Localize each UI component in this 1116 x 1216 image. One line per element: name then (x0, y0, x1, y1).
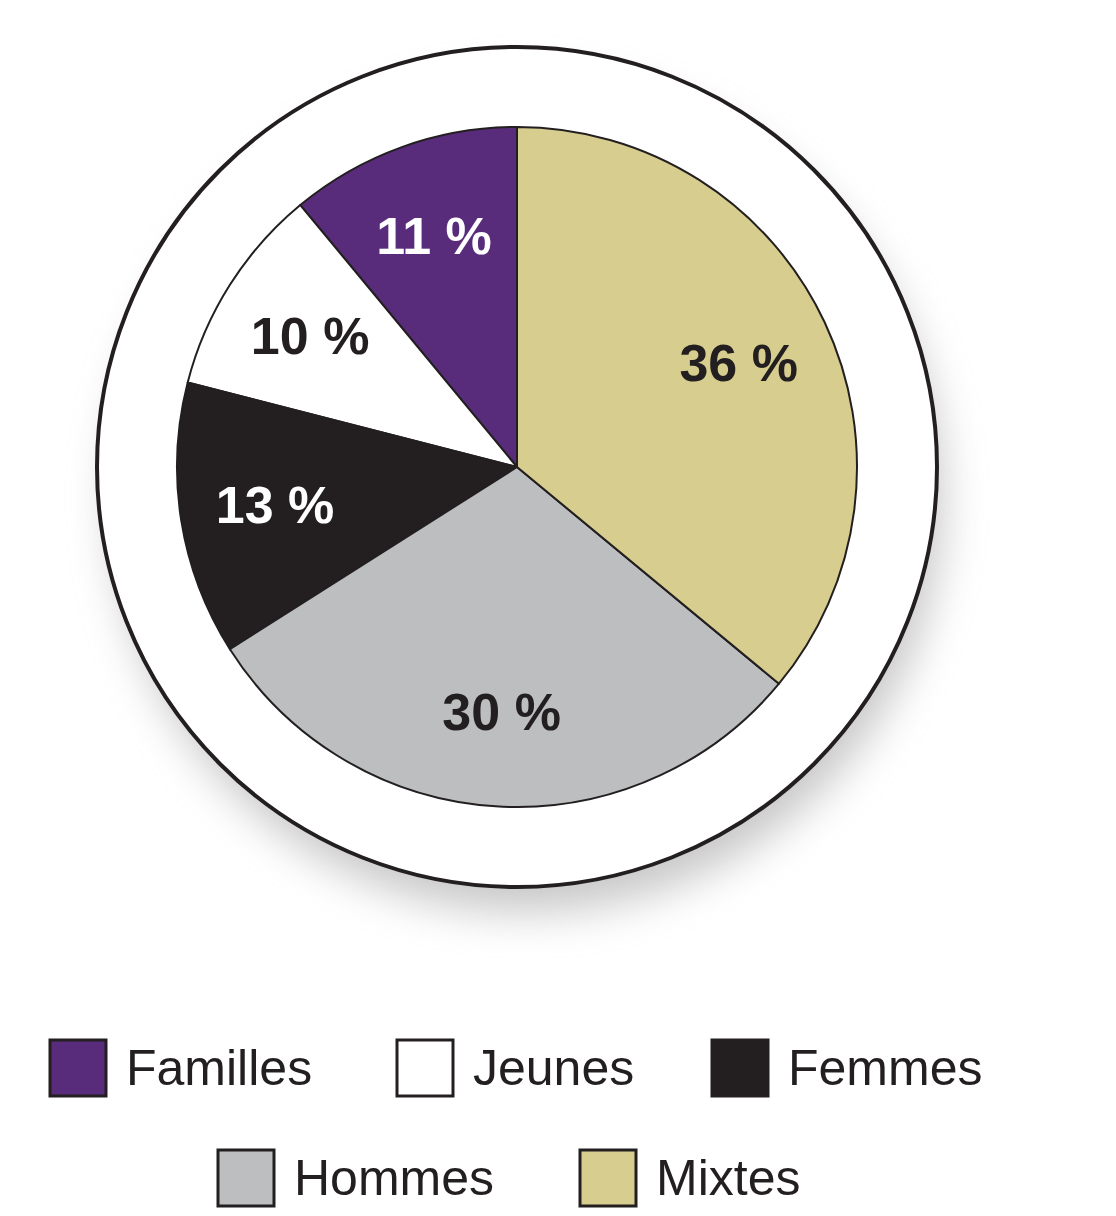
data-label: 10 % (251, 307, 370, 365)
data-label: 11 % (376, 207, 492, 265)
legend-swatch (50, 1040, 106, 1096)
legend-swatch (580, 1150, 636, 1206)
legend-label: Hommes (294, 1150, 494, 1206)
pie-slice (517, 127, 857, 684)
legend-label: Mixtes (656, 1150, 800, 1206)
data-label: 36 % (679, 334, 798, 392)
legend-label: Familles (126, 1040, 312, 1096)
data-label: 13 % (216, 476, 335, 534)
legend-swatch (712, 1040, 768, 1096)
data-label: 30 % (442, 683, 561, 741)
legend-label: Jeunes (473, 1040, 634, 1096)
chart: 11 %10 % 13 % 30 % 36 % Familles Jeunes Femmes… (0, 0, 1116, 1216)
legend-swatch (397, 1040, 453, 1096)
outer-ring (97, 47, 937, 887)
legend-label: Femmes (788, 1040, 982, 1096)
legend-swatch (218, 1150, 274, 1206)
